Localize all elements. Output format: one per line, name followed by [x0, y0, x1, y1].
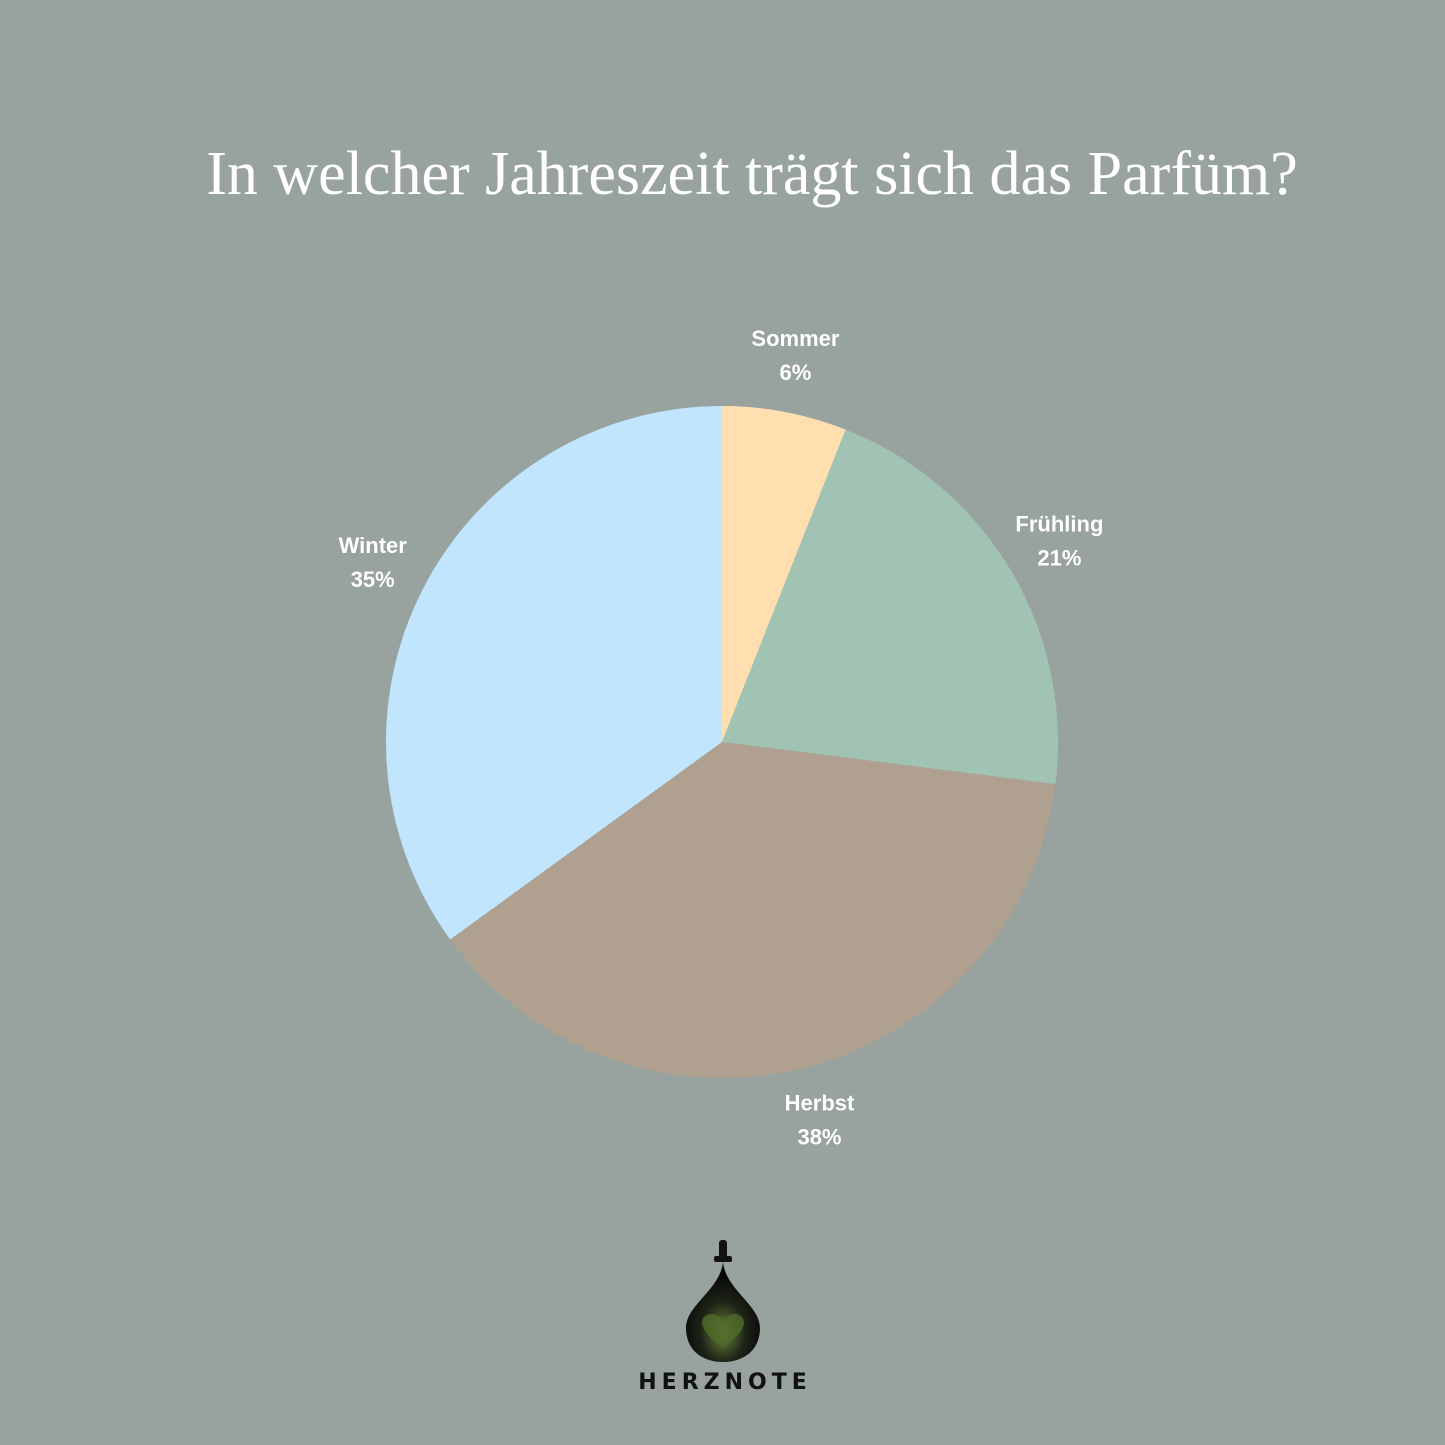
pie-slice	[385, 406, 722, 940]
pie-slice	[722, 406, 846, 742]
slice-label: Herbst	[785, 1090, 855, 1115]
slice-value-label: 38%	[797, 1124, 841, 1149]
logo-heart	[702, 1314, 744, 1348]
slice-value-label: 21%	[1037, 545, 1081, 570]
logo-drop	[686, 1262, 760, 1362]
logo-icon	[686, 1240, 760, 1362]
slice-value-label: 35%	[351, 567, 395, 592]
pie-slice	[450, 742, 1056, 1079]
logo-cap-base	[714, 1256, 732, 1262]
slice-value-label: 6%	[780, 360, 812, 385]
pie-slice	[722, 429, 1058, 785]
slice-label: Winter	[339, 533, 408, 558]
logo-text: HERZNOTE	[638, 1370, 811, 1395]
slice-label: Sommer	[751, 326, 839, 351]
logo-cap	[719, 1240, 727, 1260]
slice-label: Frühling	[1015, 511, 1103, 536]
chart-title: In welcher Jahreszeit trägt sich das Par…	[206, 140, 1297, 208]
